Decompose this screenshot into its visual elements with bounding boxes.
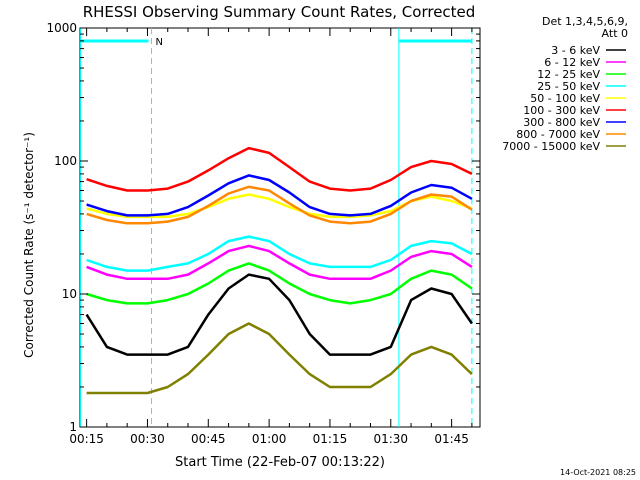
y-tick-label: 100 <box>54 154 77 168</box>
x-tick-label: 00:45 <box>191 432 226 446</box>
legend-entry-label: 25 - 50 keV <box>537 80 600 93</box>
x-axis: 00:15 00:30 00:45 01:00 01:15 01:30 01:45 <box>69 28 473 446</box>
series-line <box>86 322 473 395</box>
x-tick-label: 01:00 <box>252 432 287 446</box>
x-tick-label: 00:15 <box>69 432 104 446</box>
series-line <box>85 273 473 356</box>
legend-entry-label: 6 - 12 keV <box>544 56 600 69</box>
x-tick-label: 01:15 <box>313 432 348 446</box>
chart-title: RHESSI Observing Summary Count Rates, Co… <box>83 3 476 21</box>
series-line <box>86 235 473 272</box>
y-axis: 1 10 100 1000 <box>46 21 480 434</box>
y-tick-label: 1000 <box>46 21 77 35</box>
series-line <box>86 146 473 192</box>
series-line <box>86 262 473 305</box>
legend-entry-label: 800 - 7000 keV <box>516 128 600 141</box>
legend-header-line-2: Att 0 <box>602 27 628 40</box>
night-marker-label: N <box>156 37 163 48</box>
legend-entry-label: 12 - 25 keV <box>537 68 600 81</box>
x-tick-label: 00:30 <box>130 432 165 446</box>
x-tick-label: 01:30 <box>373 432 408 446</box>
x-tick-label: 01:45 <box>434 432 469 446</box>
legend-entry-label: 3 - 6 keV <box>551 44 600 57</box>
series-line <box>86 244 473 281</box>
y-tick-label: 10 <box>62 287 77 301</box>
y-axis-label: Corrected Count Rate (s⁻¹ detector⁻¹) <box>22 132 36 358</box>
legend-entry-label: 300 - 800 keV <box>523 116 600 129</box>
legend-entry-label: 100 - 300 keV <box>523 104 600 117</box>
legend-header-line-1: Det 1,3,4,5,6,9, <box>542 15 628 28</box>
legend-entry-label: 50 - 100 keV <box>530 92 600 105</box>
x-axis-label: Start Time (22-Feb-07 00:13:22) <box>175 455 385 470</box>
series-line <box>86 185 473 225</box>
series-line <box>86 174 473 217</box>
footer-timestamp: 14-Oct-2021 08:25 <box>560 468 636 477</box>
legend-entry-label: 7000 - 15000 keV <box>502 140 600 153</box>
plot-area: N <box>79 27 481 428</box>
plot-frame <box>79 27 481 428</box>
y-tick-label: 1 <box>69 420 77 434</box>
